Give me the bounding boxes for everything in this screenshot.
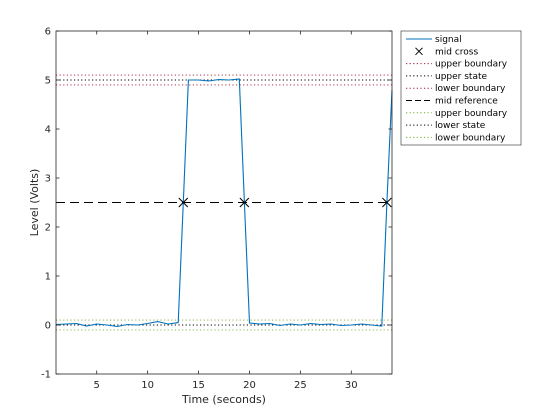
mid-cross-marker: [382, 197, 392, 208]
legend-label: mid cross: [435, 47, 478, 57]
legend-entry: upper state: [406, 72, 487, 82]
mid-cross-marker: [178, 197, 189, 208]
legend: signal mid cross upper boundary upper state…: [400, 30, 522, 146]
legend-label: lower boundary: [435, 84, 506, 94]
x-tick-label: 30: [345, 380, 358, 391]
y-axis-label: Level (Volts): [28, 169, 41, 237]
legend-entry: lower state: [406, 121, 486, 131]
signal-layer: [55, 78, 393, 328]
y-axis: -1 0 1 2 3 4 5 6: [41, 27, 392, 381]
legend-label: upper boundary: [435, 109, 508, 119]
plot-frame: [55, 30, 393, 375]
legend-entry: mid cross: [415, 47, 478, 57]
legend-entry: mid reference: [406, 97, 498, 107]
reference-lines: [56, 74, 392, 331]
legend-label: mid reference: [435, 97, 498, 107]
y-tick-label: 2: [45, 223, 51, 234]
legend-entry: upper boundary: [406, 109, 508, 119]
legend-entry: lower boundary: [406, 133, 506, 143]
signal-line: [55, 78, 393, 328]
legend-entry: upper boundary: [406, 60, 508, 70]
x-tick-label: 20: [243, 380, 256, 391]
legend-marker: [415, 47, 423, 56]
y-tick-label: 0: [45, 321, 51, 332]
y-tick-label: 6: [45, 27, 51, 38]
legend-label: upper state: [435, 72, 487, 82]
x-tick-label: 5: [94, 380, 100, 391]
mid-cross-layer: [178, 197, 392, 208]
legend-label: lower state: [435, 121, 486, 131]
y-tick-label: 5: [45, 76, 51, 87]
legend-entry: lower boundary: [406, 84, 506, 94]
y-tick-label: 4: [45, 125, 51, 136]
mid-cross-marker: [239, 197, 250, 208]
legend-entry: signal: [406, 35, 462, 45]
legend-label: lower boundary: [435, 133, 506, 143]
x-axis: 5 10 15 20 25 30: [94, 31, 358, 391]
legend-label: signal: [435, 35, 462, 45]
y-tick-label: 1: [45, 272, 51, 283]
legend-label: upper boundary: [435, 60, 508, 70]
y-tick-label: -1: [41, 370, 51, 381]
y-tick-label: 3: [45, 174, 51, 185]
x-tick-label: 15: [192, 380, 205, 391]
x-tick-label: 25: [294, 380, 307, 391]
x-axis-label: Time (seconds): [181, 393, 266, 406]
x-tick-label: 10: [141, 380, 154, 391]
